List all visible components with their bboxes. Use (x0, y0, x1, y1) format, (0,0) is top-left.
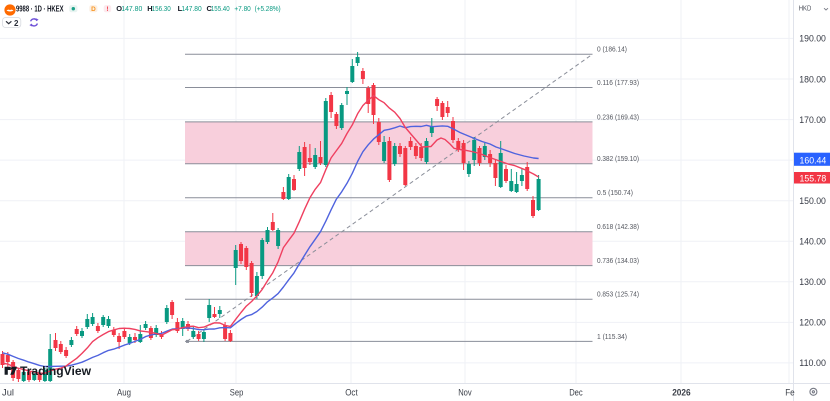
svg-text:Dec: Dec (569, 387, 583, 397)
svg-text:190.00: 190.00 (799, 34, 826, 44)
svg-text:Aug: Aug (117, 387, 131, 397)
svg-text:2026: 2026 (672, 387, 691, 397)
svg-text:140.00: 140.00 (799, 237, 826, 247)
svg-text:130.00: 130.00 (799, 277, 826, 287)
svg-text:155.78: 155.78 (800, 174, 827, 184)
svg-text:0.736 (134.03): 0.736 (134.03) (597, 256, 639, 265)
svg-text:0.382 (159.10): 0.382 (159.10) (597, 154, 639, 163)
svg-text:155.40: 155.40 (211, 4, 230, 13)
svg-text:0.116 (177.93): 0.116 (177.93) (597, 78, 639, 87)
svg-text:9988 · 1D · HKEX: 9988 · 1D · HKEX (16, 4, 64, 14)
svg-text:0.618 (142.38): 0.618 (142.38) (597, 222, 639, 231)
svg-text:147.80: 147.80 (181, 4, 201, 13)
svg-text:Fe: Fe (785, 387, 795, 397)
svg-text:0.236 (169.43): 0.236 (169.43) (597, 112, 639, 121)
svg-text:156.30: 156.30 (152, 4, 171, 13)
svg-text:Oct: Oct (345, 387, 358, 397)
svg-text:147.80: 147.80 (121, 4, 142, 13)
svg-text:180.00: 180.00 (799, 74, 826, 84)
svg-text:D: D (91, 6, 96, 13)
svg-text:0.853 (125.74): 0.853 (125.74) (597, 290, 639, 299)
svg-text:0 (186.14): 0 (186.14) (597, 45, 627, 54)
svg-text:160.44: 160.44 (800, 155, 827, 165)
svg-text:+7.80: +7.80 (234, 4, 250, 13)
svg-text:120.00: 120.00 (799, 318, 826, 328)
svg-text:170.00: 170.00 (799, 115, 826, 125)
svg-text:TradingView: TradingView (20, 366, 91, 378)
svg-text:Sep: Sep (230, 387, 244, 397)
svg-text:Nov: Nov (458, 387, 472, 397)
svg-text:Jul: Jul (2, 387, 14, 397)
svg-text:2: 2 (14, 19, 19, 28)
svg-text:C: C (207, 4, 213, 13)
svg-text:0.5 (150.74): 0.5 (150.74) (597, 188, 633, 197)
svg-text:H: H (147, 4, 152, 13)
svg-text:110.00: 110.00 (799, 358, 826, 368)
svg-text:1 (115.34): 1 (115.34) (597, 332, 627, 341)
svg-text:O: O (116, 4, 122, 13)
svg-text:HKD: HKD (799, 6, 812, 13)
svg-text:(+5.28%): (+5.28%) (255, 4, 281, 13)
svg-text:150.00: 150.00 (799, 196, 826, 206)
svg-text:L: L (178, 4, 183, 13)
svg-text:!: ! (106, 6, 108, 13)
